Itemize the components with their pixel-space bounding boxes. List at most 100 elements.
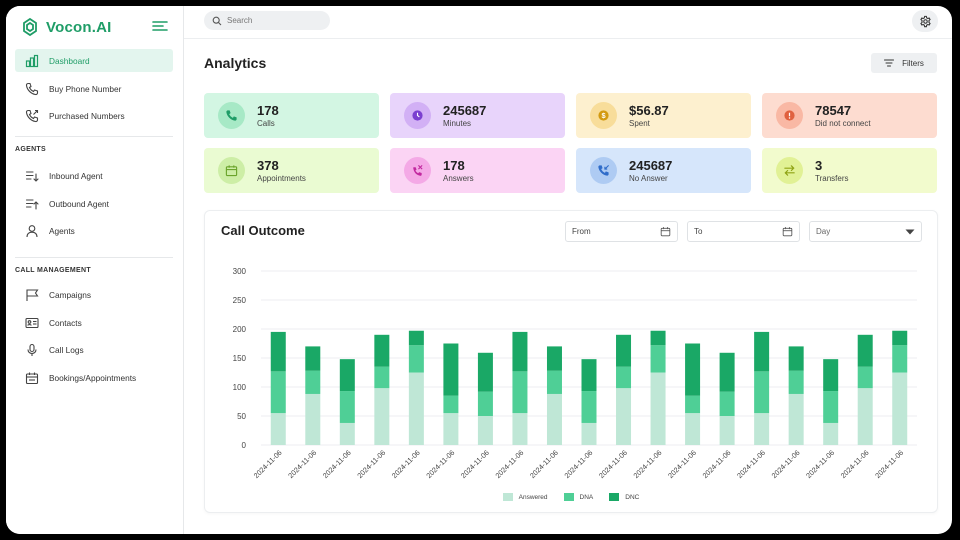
bar-dnc-1[interactable] <box>305 346 321 371</box>
bar-answered-14[interactable] <box>754 413 770 445</box>
bar-dnc-16[interactable] <box>823 359 839 392</box>
sidebar-item-outbound-agent[interactable]: Outbound Agent <box>15 192 173 215</box>
gear-icon <box>919 15 931 27</box>
menu-toggle-button[interactable] <box>150 16 170 36</box>
bar-dna-12[interactable] <box>685 395 701 414</box>
bar-answered-13[interactable] <box>719 416 735 445</box>
bar-dnc-2[interactable] <box>339 359 355 392</box>
microphone-icon <box>25 343 39 357</box>
bar-answered-2[interactable] <box>339 422 355 445</box>
stat-card-spent: $ $56.87 Spent <box>576 93 751 138</box>
sidebar-item-agents[interactable]: Agents <box>15 219 173 242</box>
bar-answered-17[interactable] <box>857 388 873 445</box>
search-box[interactable] <box>204 11 330 30</box>
bar-dna-13[interactable] <box>719 391 735 416</box>
bar-dna-14[interactable] <box>754 371 770 414</box>
bar-dnc-18[interactable] <box>892 330 908 346</box>
to-date-picker[interactable]: To <box>687 221 800 242</box>
call-outcome-card: Call Outcome From To Day 0 50 100 150 200 250… <box>204 210 938 513</box>
bar-dnc-12[interactable] <box>685 343 701 396</box>
bar-answered-16[interactable] <box>823 422 839 445</box>
bar-answered-10[interactable] <box>616 388 632 445</box>
sidebar-item-label: Inbound Agent <box>49 170 103 181</box>
bar-answered-7[interactable] <box>512 413 528 445</box>
bar-dnc-13[interactable] <box>719 352 735 392</box>
bar-answered-5[interactable] <box>443 413 459 445</box>
bar-answered-4[interactable] <box>408 372 424 446</box>
filters-button[interactable]: Filters <box>871 53 937 73</box>
bar-dnc-6[interactable] <box>477 352 493 392</box>
bar-answered-11[interactable] <box>650 372 666 446</box>
sidebar-item-call-logs[interactable]: Call Logs <box>15 338 173 361</box>
bar-dna-15[interactable] <box>788 370 804 394</box>
bar-dnc-11[interactable] <box>650 330 666 346</box>
bar-dnc-8[interactable] <box>546 346 562 371</box>
sidebar-item-dashboard[interactable]: Dashboard <box>15 49 173 72</box>
bar-dnc-3[interactable] <box>374 334 390 367</box>
bar-dna-0[interactable] <box>270 371 286 414</box>
filter-icon <box>884 59 895 67</box>
settings-button[interactable] <box>912 10 938 32</box>
bar-answered-3[interactable] <box>374 388 390 445</box>
bar-dna-7[interactable] <box>512 371 528 414</box>
phone-icon <box>218 102 245 129</box>
bar-dnc-0[interactable] <box>270 331 286 372</box>
bar-dna-6[interactable] <box>477 391 493 416</box>
phone-missed-icon <box>404 157 431 184</box>
sidebar-item-label: Outbound Agent <box>49 198 109 209</box>
stat-label: Appointments <box>257 173 306 183</box>
stat-label: Calls <box>257 118 275 128</box>
sidebar-item-purchased-numbers[interactable]: Purchased Numbers <box>15 104 173 127</box>
bar-dnc-7[interactable] <box>512 331 528 372</box>
bar-dna-16[interactable] <box>823 391 839 423</box>
brand[interactable]: Vocon.AI <box>20 12 112 42</box>
bar-dna-1[interactable] <box>305 370 321 394</box>
bar-answered-0[interactable] <box>270 413 286 445</box>
bar-dna-10[interactable] <box>616 366 632 389</box>
bar-dna-11[interactable] <box>650 345 666 373</box>
granularity-select[interactable]: Day <box>809 221 922 242</box>
x-tick-label: 2024-11-06 <box>286 448 318 480</box>
bar-dna-9[interactable] <box>581 391 597 423</box>
stat-card-transfers: 3 Transfers <box>762 148 937 193</box>
bar-dnc-9[interactable] <box>581 359 597 392</box>
bar-answered-15[interactable] <box>788 393 804 445</box>
bar-answered-12[interactable] <box>685 413 701 445</box>
sidebar-item-buy-phone-number[interactable]: Buy Phone Number <box>15 77 173 100</box>
bar-dnc-17[interactable] <box>857 334 873 367</box>
bar-dna-8[interactable] <box>546 370 562 394</box>
bar-answered-18[interactable] <box>892 372 908 446</box>
sidebar-item-inbound-agent[interactable]: Inbound Agent <box>15 164 173 187</box>
search-icon <box>212 16 222 25</box>
bar-dna-4[interactable] <box>408 345 424 373</box>
bar-answered-1[interactable] <box>305 393 321 445</box>
y-tick-label: 300 <box>233 267 247 276</box>
from-date-picker[interactable]: From <box>565 221 678 242</box>
legend-item-dnc[interactable]: DNC <box>609 493 639 501</box>
legend-swatch <box>502 493 513 501</box>
bar-dna-18[interactable] <box>892 345 908 373</box>
legend-item-answered[interactable]: Answered <box>502 493 548 501</box>
sidebar-item-contacts[interactable]: Contacts <box>15 311 173 334</box>
stat-label: Spent <box>629 118 650 128</box>
sidebar-item-bookings[interactable]: Bookings/Appointments <box>15 366 173 389</box>
bar-dnc-14[interactable] <box>754 331 770 372</box>
x-tick-label: 2024-11-06 <box>390 448 422 480</box>
bar-dnc-5[interactable] <box>443 343 459 396</box>
bar-dna-5[interactable] <box>443 395 459 414</box>
sidebar-item-label: Call Logs <box>49 344 84 355</box>
sidebar-item-campaigns[interactable]: Campaigns <box>15 283 173 306</box>
bar-dnc-10[interactable] <box>616 334 632 367</box>
calendar-icon <box>782 227 793 237</box>
bar-dna-3[interactable] <box>374 366 390 389</box>
bar-dnc-15[interactable] <box>788 346 804 371</box>
bar-answered-9[interactable] <box>581 422 597 445</box>
bar-dna-2[interactable] <box>339 391 355 423</box>
bar-answered-6[interactable] <box>477 416 493 445</box>
bar-answered-8[interactable] <box>546 393 562 445</box>
legend-item-dna[interactable]: DNA <box>563 493 593 501</box>
bar-dna-17[interactable] <box>857 366 873 389</box>
bar-dnc-4[interactable] <box>408 330 424 346</box>
search-input[interactable] <box>227 16 317 25</box>
stat-card-did-not-connect: 78547 Did not connect <box>762 93 937 138</box>
